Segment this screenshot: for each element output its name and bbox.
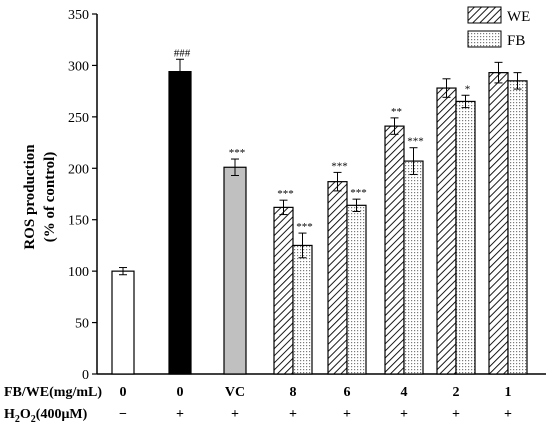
legend-swatch-fb [467, 30, 502, 48]
y-tick-label: 100 [68, 265, 89, 280]
bar-we [327, 181, 348, 375]
y-axis-label-line2: (% of control) [42, 152, 58, 243]
significance-label: ** [391, 106, 402, 118]
bar-control [111, 270, 135, 375]
dose-tick-label: 8 [290, 385, 297, 400]
bar-h2o2 [168, 70, 192, 375]
dose-tick-label: 4 [401, 385, 408, 400]
h2o2-tick-label: + [176, 407, 184, 422]
significance-label: *** [229, 147, 246, 159]
dose-tick-label: 6 [344, 385, 351, 400]
x-axis-labels: 0 − 0 + VC +8 +6 +4 +2 +1 + [119, 385, 512, 422]
bar-we [488, 72, 509, 375]
y-axis-label-line1: ROS production [22, 144, 38, 250]
h2o2-tick-label: + [343, 407, 351, 422]
y-tick-label: 250 [68, 111, 89, 126]
y-tick-label: 350 [68, 8, 89, 23]
h2o2-row-label: H2O2(400μM) [4, 407, 88, 425]
dose-tick-label: VC [225, 385, 245, 400]
y-tick-label: 200 [68, 162, 89, 177]
dose-tick-label: 1 [505, 385, 512, 400]
h2o2-tick-label: + [504, 407, 512, 422]
bar-we [273, 206, 294, 375]
legend-swatch-we [467, 6, 502, 24]
dose-tick-label: 0 [177, 385, 184, 400]
legend: WE FB [467, 6, 530, 49]
bar-vc [223, 166, 247, 375]
significance-label: *** [350, 187, 367, 199]
h2o2-tick-label: + [400, 407, 408, 422]
dose-tick-label: 0 [120, 385, 127, 400]
h2o2-tick-label: + [231, 407, 239, 422]
legend-label-fb: FB [507, 33, 525, 49]
bar-we [436, 87, 457, 375]
y-tick-label: 0 [82, 368, 89, 383]
bar-fb [455, 100, 476, 375]
significance-label: *** [296, 221, 313, 233]
bar-fb [403, 160, 424, 375]
bar-fb [292, 244, 313, 375]
legend-label-we: WE [507, 9, 530, 25]
significance-label: *** [331, 160, 348, 172]
dose-tick-label: 2 [453, 385, 460, 400]
h2o2-tick-label: + [452, 407, 460, 422]
y-tick-label: 50 [75, 317, 89, 332]
significance-label: ### [174, 47, 191, 59]
h2o2-tick-label: + [289, 407, 297, 422]
h2o2-tick-label: − [119, 407, 127, 422]
bar-fb [507, 80, 528, 375]
bar-fb [346, 204, 367, 375]
significance-label: *** [277, 188, 294, 200]
bars-layer: ###********************* [111, 47, 528, 375]
significance-label: *** [407, 136, 424, 148]
y-tick-label: 150 [68, 214, 89, 229]
significance-label: * [465, 83, 471, 95]
dose-row-label: FB/WE(mg/mL) [4, 385, 102, 400]
bar-we [384, 125, 405, 375]
y-tick-label: 300 [68, 59, 89, 74]
